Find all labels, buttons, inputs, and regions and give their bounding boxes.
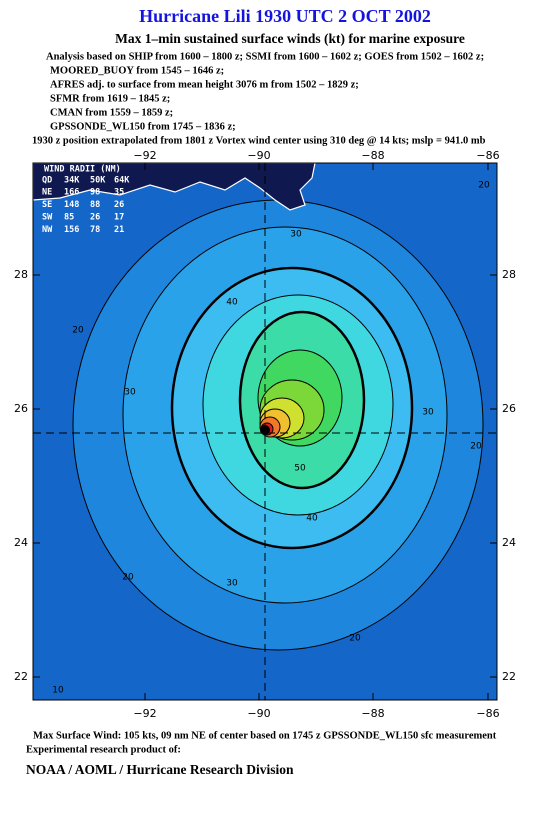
contour-label: 20 <box>72 326 84 336</box>
radii-cell: 21 <box>114 225 124 235</box>
lat-label: 28 <box>14 268 28 281</box>
radii-title: WIND RADII (NM) <box>44 165 121 175</box>
source-line: Analysis based on SHIP from 1600 – 1800 … <box>46 51 484 62</box>
radii-cell: NW <box>42 225 53 235</box>
radii-cell: 17 <box>114 213 124 223</box>
radii-cell: 78 <box>90 225 100 235</box>
position-note: 1930 z position extrapolated from 1801 z… <box>32 135 486 146</box>
radii-cell: 26 <box>90 213 100 223</box>
lon-label: −86 <box>476 149 499 162</box>
radii-header: QD <box>42 176 52 186</box>
title: Hurricane Lili 1930 UTC 2 OCT 2002 <box>139 6 431 26</box>
radii-cell: 88 <box>90 200 100 210</box>
radii-cell: NE <box>42 188 52 198</box>
source-line: CMAN from 1559 – 1859 z; <box>50 107 173 118</box>
lon-label: −92 <box>133 149 156 162</box>
contour-label: 20 <box>470 442 482 452</box>
lat-label: 24 <box>14 536 28 549</box>
contour-label: 40 <box>226 298 238 308</box>
radii-header: 34K <box>64 176 80 186</box>
organization: NOAA / AOML / Hurricane Research Divisio… <box>26 762 294 777</box>
lon-label: −88 <box>361 149 384 162</box>
contour-label: 20 <box>478 181 490 191</box>
contour-label: 20 <box>122 573 134 583</box>
radii-cell: SW <box>42 213 53 223</box>
lon-label: −90 <box>247 149 270 162</box>
contour-label: 40 <box>306 514 318 524</box>
contour-label: 10 <box>52 686 64 696</box>
radii-cell: 148 <box>64 200 79 210</box>
radii-cell: 85 <box>64 213 74 223</box>
contour-label: 50 <box>294 464 306 474</box>
map-frame <box>32 162 498 701</box>
source-line: MOORED_BUOY from 1545 – 1646 z; <box>50 65 224 76</box>
radii-cell: 98 <box>90 188 100 198</box>
lat-label: 22 <box>502 670 516 683</box>
lat-label: 26 <box>502 402 516 415</box>
lon-label: −90 <box>247 707 270 720</box>
subtitle: Max 1–min sustained surface winds (kt) f… <box>115 31 465 46</box>
lat-label: 24 <box>502 536 516 549</box>
source-line: GPSSONDE_WL150 from 1745 – 1836 z; <box>50 121 236 132</box>
source-line: AFRES adj. to surface from mean height 3… <box>50 79 359 90</box>
radii-cell: SE <box>42 200 52 210</box>
contour-label: 20 <box>349 634 361 644</box>
source-line: SFMR from 1619 – 1845 z; <box>50 93 170 104</box>
map-area: 30 40 30 20 50 40 30 20 20 30 20 20 10 <box>33 163 497 700</box>
lat-label: 26 <box>14 402 28 415</box>
product-note: Experimental research product of: <box>26 744 181 755</box>
radii-header: 64K <box>114 176 130 186</box>
contour-label: 30 <box>124 388 136 398</box>
radii-header: 50K <box>90 176 106 186</box>
contour-label: 30 <box>422 408 434 418</box>
radii-cell: 35 <box>114 188 124 198</box>
max-wind-note: Max Surface Wind: 105 kts, 09 nm NE of c… <box>33 730 497 741</box>
lon-label: −92 <box>133 707 156 720</box>
lon-label: −86 <box>476 707 499 720</box>
lon-label: −88 <box>361 707 384 720</box>
land <box>33 163 316 211</box>
lat-label: 22 <box>14 670 28 683</box>
radii-cell: 156 <box>64 225 79 235</box>
lat-label: 28 <box>502 268 516 281</box>
radii-cell: 26 <box>114 200 124 210</box>
radii-cell: 166 <box>64 188 79 198</box>
contour-label: 30 <box>226 579 238 589</box>
contour-label: 30 <box>290 230 302 240</box>
